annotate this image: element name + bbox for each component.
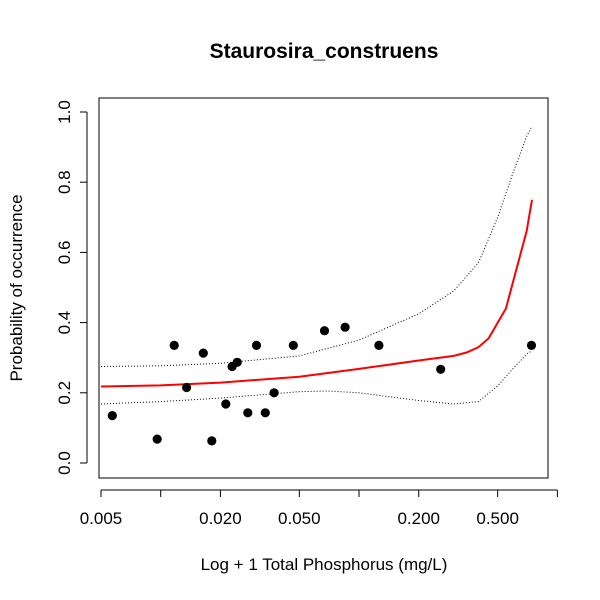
x-tick-label: 0.020 <box>199 509 242 528</box>
data-point <box>207 436 217 446</box>
y-tick-label: 0.4 <box>55 311 74 335</box>
data-point <box>232 357 242 367</box>
data-point <box>340 322 350 332</box>
data-point <box>260 408 270 418</box>
data-point <box>182 382 192 393</box>
y-tick-label: 0.2 <box>55 381 74 405</box>
data-point <box>251 340 262 350</box>
x-axis: 0.005 0.020 0.050 0.200 0.500 <box>80 489 558 528</box>
y-tick-label: 0.0 <box>55 451 74 475</box>
series-layer <box>100 125 537 446</box>
chart-title: Staurosira_construens <box>210 40 439 63</box>
x-tick-label: 0.500 <box>476 509 519 528</box>
lower-confidence-line <box>100 350 533 405</box>
data-point <box>436 364 446 374</box>
y-axis: 0.0 0.2 0.4 0.6 0.8 1.0 <box>55 100 88 475</box>
data-point <box>288 340 298 350</box>
data-point <box>269 388 279 398</box>
data-point <box>243 408 253 418</box>
data-point <box>374 340 384 350</box>
plot-frame <box>98 97 549 479</box>
data-point <box>169 340 179 350</box>
y-axis-label: Probability of occurrence <box>7 194 26 381</box>
y-tick-label: 1.0 <box>55 100 74 124</box>
data-point <box>319 326 330 336</box>
fitted-probability-line <box>100 199 533 388</box>
data-point <box>198 348 208 358</box>
x-tick-label: 0.050 <box>278 509 321 528</box>
data-point <box>221 399 231 409</box>
x-axis-label: Log + 1 Total Phosphorus (mg/L) <box>201 555 448 574</box>
data-point <box>107 411 117 421</box>
x-tick-label: 0.200 <box>397 509 440 528</box>
upper-confidence-line <box>100 125 533 367</box>
x-tick-label: 0.005 <box>80 509 123 528</box>
y-tick-label: 0.6 <box>55 241 74 265</box>
y-tick-label: 0.8 <box>55 170 74 194</box>
data-point <box>526 340 537 350</box>
data-point <box>152 434 162 444</box>
